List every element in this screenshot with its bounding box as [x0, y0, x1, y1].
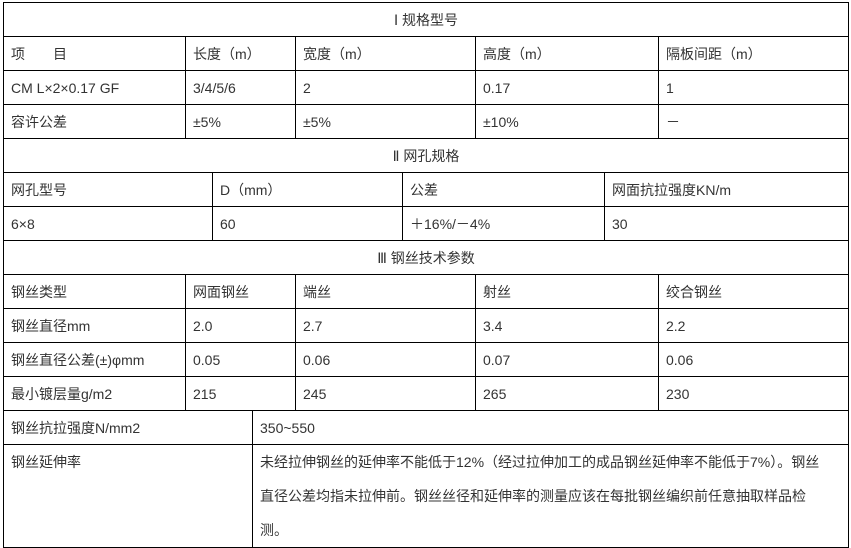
cell: 2 — [295, 70, 476, 105]
section-title: Ⅰ 规格型号 — [2, 2, 850, 37]
cell: 最小镀层量g/m2 — [3, 376, 186, 411]
header-row: 网孔型号 D（mm） 公差 网面抗拉强度KN/m — [3, 172, 850, 207]
cell: － — [657, 104, 850, 139]
header-cell: 端丝 — [295, 274, 476, 309]
table-row: 钢丝抗拉强度N/mm2 350~550 — [3, 410, 849, 445]
cell: 2.0 — [185, 308, 296, 343]
cell: ±5% — [185, 104, 296, 139]
cell: 钢丝抗拉强度N/mm2 — [3, 410, 253, 445]
cell: 350~550 — [252, 410, 849, 445]
header-cell: 公差 — [402, 172, 605, 207]
table-row: 钢丝直径mm 2.0 2.7 3.4 2.2 — [3, 308, 850, 343]
table-row: CM L×2×0.17 GF 3/4/5/6 2 0.17 1 — [3, 70, 850, 105]
section-wire-params: Ⅲ 钢丝技术参数 钢丝类型 网面钢丝 端丝 射丝 绞合钢丝 钢丝直径mm 2.0… — [2, 240, 850, 411]
cell: 265 — [475, 376, 659, 411]
section-mesh-spec: Ⅱ 网孔规格 网孔型号 D（mm） 公差 网面抗拉强度KN/m 6×8 60 ＋… — [2, 138, 850, 241]
header-cell: 网面抗拉强度KN/m — [603, 172, 850, 207]
header-cell: 长度（m） — [185, 36, 296, 71]
cell: 60 — [212, 206, 403, 241]
table-row: 最小镀层量g/m2 215 245 265 230 — [3, 376, 850, 411]
section-title: Ⅲ 钢丝技术参数 — [2, 240, 850, 275]
cell: 钢丝直径mm — [3, 308, 186, 343]
cell: 0.17 — [475, 70, 659, 105]
cell: CM L×2×0.17 GF — [3, 70, 186, 105]
cell: 1 — [657, 70, 850, 105]
header-cell: 射丝 — [475, 274, 659, 309]
header-cell: 隔板间距（m） — [657, 36, 850, 71]
header-row: 钢丝类型 网面钢丝 端丝 射丝 绞合钢丝 — [3, 274, 850, 309]
table-row: 钢丝延伸率 未经拉伸钢丝的延伸率不能低于12%（经过拉伸加工的成品钢丝延伸率不能… — [3, 444, 849, 548]
header-cell: 项 目 — [3, 36, 186, 71]
header-cell: 宽度（m） — [295, 36, 476, 71]
cell: 0.06 — [295, 342, 476, 377]
cell: ±5% — [295, 104, 476, 139]
cell: 230 — [657, 376, 850, 411]
cell: 容许公差 — [3, 104, 186, 139]
table-row: 6×8 60 ＋16%/－4% 30 — [3, 206, 850, 241]
cell: 215 — [185, 376, 296, 411]
cell: 3.4 — [475, 308, 659, 343]
section-spec-model: Ⅰ 规格型号 项 目 长度（m） 宽度（m） 高度（m） 隔板间距（m） CM … — [2, 2, 850, 139]
cell: 0.06 — [657, 342, 850, 377]
cell: ±10% — [475, 104, 659, 139]
header-cell: 绞合钢丝 — [657, 274, 850, 309]
section-wire-properties: 钢丝抗拉强度N/mm2 350~550 钢丝延伸率 未经拉伸钢丝的延伸率不能低于… — [3, 410, 849, 548]
cell: 3/4/5/6 — [185, 70, 296, 105]
cell: 2.7 — [295, 308, 476, 343]
cell: 钢丝延伸率 — [3, 444, 253, 548]
header-cell: 钢丝类型 — [3, 274, 186, 309]
section-title-row: Ⅲ 钢丝技术参数 — [2, 240, 850, 275]
header-cell: D（mm） — [212, 172, 403, 207]
cell: 0.07 — [475, 342, 659, 377]
section-title: Ⅱ 网孔规格 — [2, 138, 850, 173]
section-title-row: Ⅱ 网孔规格 — [2, 138, 850, 173]
cell: 钢丝直径公差(±)φmm — [3, 342, 186, 377]
section-title-row: Ⅰ 规格型号 — [2, 2, 850, 37]
cell: 6×8 — [3, 206, 213, 241]
header-cell: 网面钢丝 — [185, 274, 296, 309]
cell: 2.2 — [657, 308, 850, 343]
cell: 0.05 — [185, 342, 296, 377]
table-row: 容许公差 ±5% ±5% ±10% － — [3, 104, 850, 139]
cell: 30 — [603, 206, 850, 241]
header-cell: 高度（m） — [475, 36, 659, 71]
table-row: 钢丝直径公差(±)φmm 0.05 0.06 0.07 0.06 — [3, 342, 850, 377]
cell: 245 — [295, 376, 476, 411]
cell: ＋16%/－4% — [402, 206, 605, 241]
header-cell: 网孔型号 — [3, 172, 213, 207]
header-row: 项 目 长度（m） 宽度（m） 高度（m） 隔板间距（m） — [3, 36, 850, 71]
cell: 未经拉伸钢丝的延伸率不能低于12%（经过拉伸加工的成品钢丝延伸率不能低于7%）。… — [252, 444, 849, 548]
